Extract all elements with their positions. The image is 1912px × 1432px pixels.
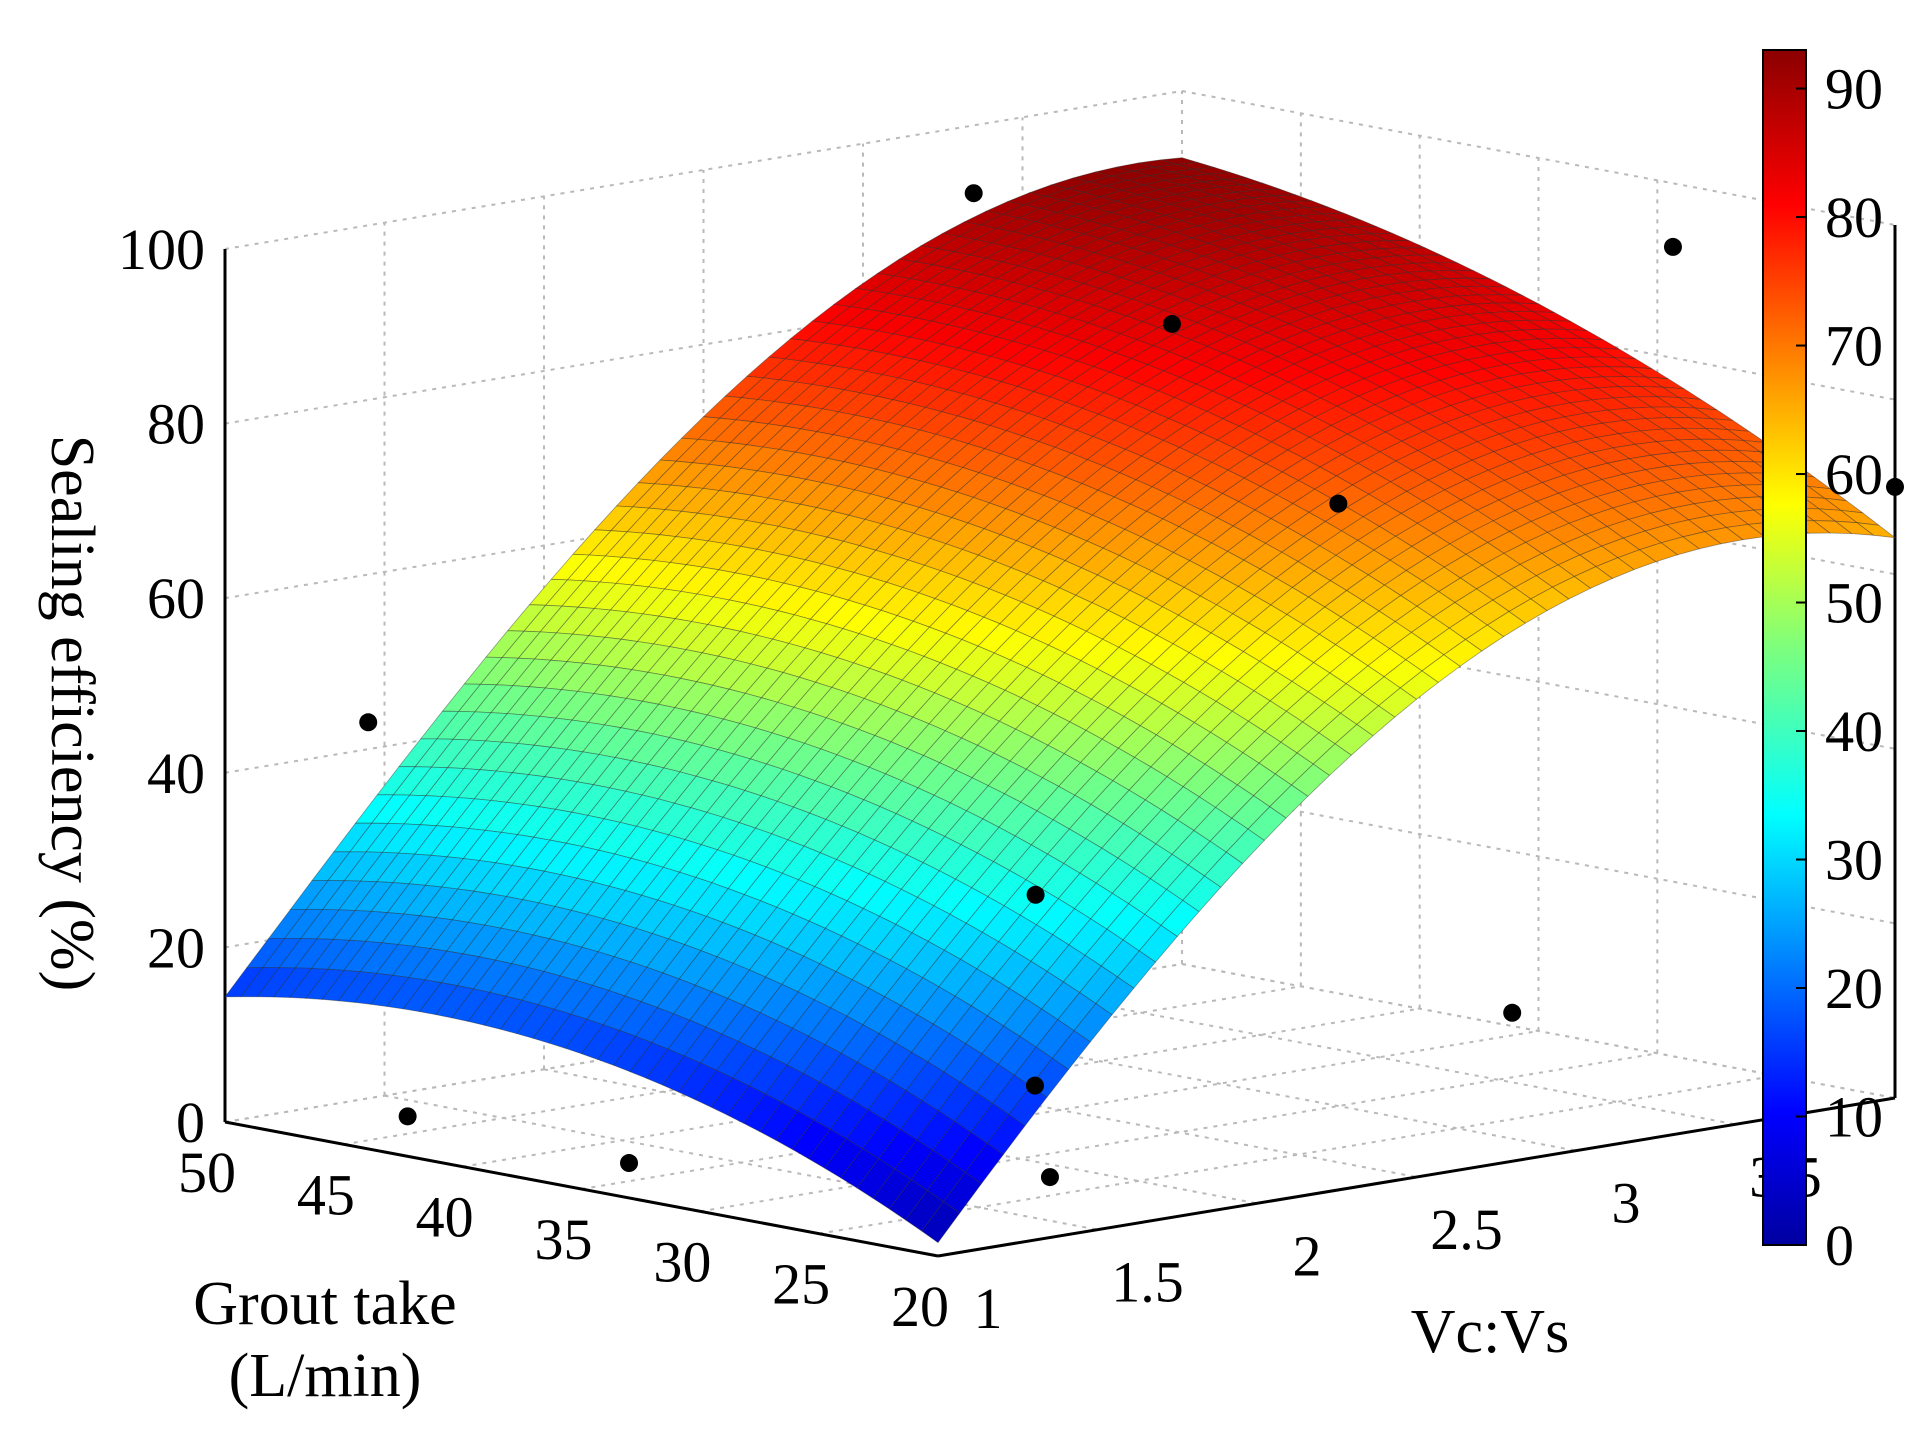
wall-gridline-z2: [1181, 90, 1896, 226]
colorbar-tick-label: 50: [1825, 571, 1883, 636]
colorbar-tick-label: 70: [1825, 314, 1883, 379]
x-axis-label-line2: (L/min): [229, 1342, 422, 1410]
data-point: [1026, 885, 1045, 904]
x-tick-label: 45: [297, 1162, 355, 1227]
data-point: [620, 1154, 639, 1173]
y-tick-label: 1: [974, 1276, 1003, 1341]
wall-gridline-z: [224, 963, 1183, 1123]
surface-mesh: [224, 157, 1897, 1244]
surface-cell: [921, 1201, 961, 1244]
data-point: [1503, 1003, 1522, 1022]
data-point: [1025, 1076, 1044, 1095]
x-tick-label: 30: [653, 1229, 711, 1294]
colorbar-tick-label: 10: [1825, 1085, 1883, 1150]
x-tick-label: 40: [416, 1185, 474, 1250]
wall-gridline-z2: [1181, 788, 1896, 925]
wall-gridline-z2: [1181, 963, 1896, 1099]
surface-cell: [942, 1171, 983, 1214]
data-point: [1162, 314, 1181, 333]
floor-gridline-y: [1022, 989, 1736, 1126]
surface-cell: [1812, 520, 1853, 535]
y-axis-line: [937, 1096, 1896, 1258]
surface-cell: [1508, 598, 1548, 624]
wall-gridline-z: [224, 264, 1183, 425]
colorbar-tick-label: 0: [1825, 1213, 1854, 1278]
z-tick-label: 60: [147, 566, 205, 631]
z-tick-label: 40: [147, 741, 205, 806]
surface-cell: [986, 1113, 1026, 1156]
x-axis-label-line1: Grout take: [193, 1270, 456, 1338]
x-tick-label: 25: [772, 1252, 830, 1317]
surface-cell: [1051, 1030, 1091, 1071]
data-point: [398, 1107, 417, 1126]
colorbar: 0 10 20 30 40 50 60 70 80 90: [1762, 49, 1883, 1278]
x-tick-label: 20: [891, 1274, 949, 1339]
wall-gridline-z: [224, 90, 1183, 250]
wall-gridline-z: [224, 613, 1183, 774]
data-point: [1040, 1168, 1059, 1187]
data-point: [1886, 477, 1904, 496]
floor-gridline-y: [384, 1094, 1098, 1231]
x-tick-label: 50: [178, 1140, 236, 1205]
data-point: [1663, 237, 1682, 256]
data-point: [964, 184, 983, 203]
y-tick-label: 1.5: [1111, 1250, 1184, 1315]
z-tick-label: 20: [147, 915, 205, 980]
y-tick-label: 2: [1293, 1223, 1322, 1288]
wall-gridline-z: [224, 439, 1183, 600]
z-tick-label: 0: [176, 1090, 205, 1155]
data-point: [359, 713, 378, 732]
colorbar-tick-label: 90: [1825, 57, 1883, 122]
x-axis-line: [224, 1120, 939, 1258]
colorbar-tick-label: 20: [1825, 956, 1883, 1021]
surface-cell: [1855, 522, 1897, 539]
surface-cell: [1073, 1003, 1113, 1043]
colorbar-tick-label: 40: [1825, 699, 1883, 764]
axis-labels: Grout take (L/min) Vc:Vs Sealing efficie…: [38, 435, 1569, 1410]
y-tick-label: 2.5: [1430, 1197, 1503, 1262]
z-tick-label: 80: [147, 392, 205, 457]
y-axis-label: Vc:Vs: [1411, 1298, 1569, 1366]
scatter-points: [359, 184, 1904, 1187]
surface-cell: [1008, 1085, 1048, 1127]
z-axis-label: Sealing efficiency (%): [38, 435, 106, 992]
colorbar-tick-label: 30: [1825, 828, 1883, 893]
x-tick-label: 35: [535, 1207, 593, 1272]
colorbar-tick-label: 60: [1825, 442, 1883, 507]
y-tick-label: 3: [1612, 1171, 1641, 1236]
surface-cell: [1551, 576, 1592, 600]
z-tick-label: 100: [118, 217, 205, 282]
colorbar-tick-label: 80: [1825, 185, 1883, 250]
data-point: [1329, 494, 1348, 513]
floor-gridline-x: [819, 1074, 1777, 1235]
colorbar-gradient: [1762, 49, 1807, 1246]
